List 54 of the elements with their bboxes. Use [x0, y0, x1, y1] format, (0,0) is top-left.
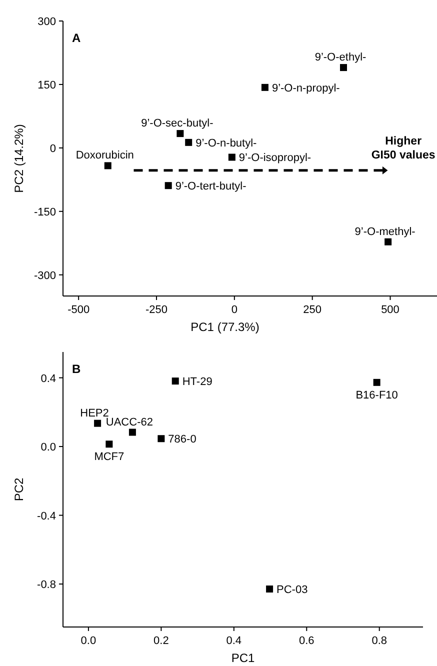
- y-tick-label: -0.4: [37, 510, 56, 522]
- text: A: [72, 31, 81, 45]
- y-axis-title: PC2 (14.2%): [12, 124, 26, 193]
- annotation: MCF7: [94, 451, 124, 464]
- x-tick-label: 0.8: [372, 635, 388, 647]
- y-tick-label: 150: [38, 79, 56, 92]
- point: [261, 84, 268, 91]
- x-tick-label: 0: [231, 304, 238, 316]
- annotation: 9’-O-isopropyl-: [238, 152, 312, 164]
- point: [164, 182, 172, 190]
- x-axis-title: PC1 (77.3%): [190, 320, 260, 334]
- point: [176, 130, 184, 138]
- x-tick-label: 0.2: [154, 635, 169, 647]
- annotation: PC-03: [276, 584, 308, 596]
- point: [94, 420, 102, 427]
- x-tick-label: 500: [381, 304, 400, 316]
- annotation: Higher GI50 values: [371, 135, 436, 162]
- annotation: 786-0: [168, 434, 196, 446]
- y-tick-label: -300: [34, 270, 56, 282]
- annotation: 9’-O-tert-butyl-: [175, 180, 247, 193]
- annotation: 9’-O-n-butyl-: [196, 137, 258, 150]
- point: [384, 238, 392, 246]
- y-tick-label: 0.0: [40, 442, 56, 454]
- point: [128, 428, 136, 436]
- annotation: Doxorubicin: [76, 150, 134, 162]
- point: [158, 435, 165, 442]
- annotation: B16-F10: [356, 389, 398, 402]
- point: [340, 64, 347, 72]
- annotation: 9’-O-n-propyl-: [272, 82, 340, 94]
- point: [228, 154, 236, 161]
- y-tick-label: 300: [38, 16, 56, 28]
- y-tick-label: -0.8: [37, 579, 56, 592]
- x-tick-label: 250: [303, 304, 322, 316]
- x-tick-label: 0.0: [80, 635, 96, 647]
- point: [373, 378, 380, 386]
- x-tick-label: 0.4: [226, 635, 242, 647]
- annotation: HT-29: [182, 376, 212, 388]
- y-tick-label: 0: [50, 142, 56, 155]
- x-tick-label: -250: [145, 304, 168, 316]
- text: B: [72, 362, 81, 376]
- annotation: 9’-O-methyl-: [354, 226, 416, 238]
- y-axis-title: PC2: [12, 478, 26, 502]
- y-tick-label: -150: [34, 206, 56, 218]
- x-axis-title: PC1: [231, 651, 255, 665]
- point: [172, 378, 179, 385]
- x-tick-label: -500: [68, 304, 90, 316]
- point: [266, 586, 274, 593]
- point: [185, 138, 192, 146]
- annotation: 9’-O-sec-butyl-: [141, 118, 214, 130]
- y-tick-label: 0.4: [40, 372, 56, 385]
- point: [104, 162, 112, 170]
- annotation: 9’-O-ethyl-: [314, 52, 367, 64]
- x-tick-label: 0.6: [298, 635, 314, 647]
- point: [106, 440, 113, 448]
